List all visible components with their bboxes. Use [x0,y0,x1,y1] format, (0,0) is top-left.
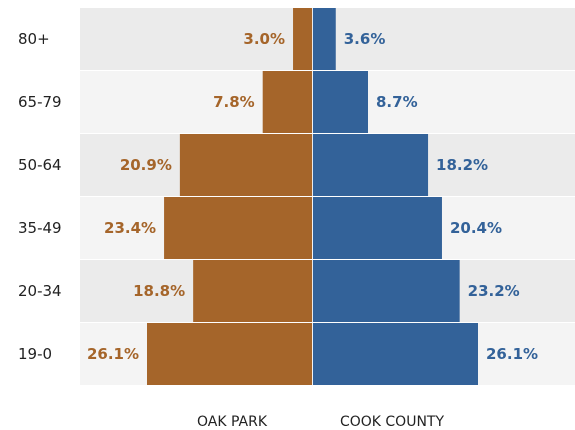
bar [313,260,460,322]
legend-label: OAK PARK [197,414,268,430]
category-label: 19-0 [18,345,52,363]
legend-label: COOK COUNTY [340,414,445,430]
bar [313,323,478,385]
value-label: 18.2% [436,156,488,174]
category-label: 20-34 [18,282,62,300]
value-label: 23.2% [468,282,520,300]
value-label: 3.6% [344,30,386,48]
bar [179,134,312,196]
bar [313,134,429,196]
bar [313,197,442,259]
category-label: 35-49 [18,219,62,237]
value-label: 7.8% [213,93,255,111]
bar [164,197,312,259]
category-label: 50-64 [18,156,62,174]
value-label: 20.4% [450,219,502,237]
value-label: 3.0% [243,30,285,48]
value-label: 23.4% [104,219,156,237]
category-label: 65-79 [18,93,62,111]
value-label: 8.7% [376,93,418,111]
value-label: 26.1% [486,345,538,363]
bar [193,260,312,322]
bar [262,71,312,133]
value-label: 20.9% [120,156,172,174]
bar [313,71,368,133]
bar [313,8,336,70]
value-label: 18.8% [133,282,185,300]
bar [147,323,312,385]
bar [293,8,312,70]
category-label: 80+ [18,30,50,48]
value-label: 26.1% [87,345,139,363]
